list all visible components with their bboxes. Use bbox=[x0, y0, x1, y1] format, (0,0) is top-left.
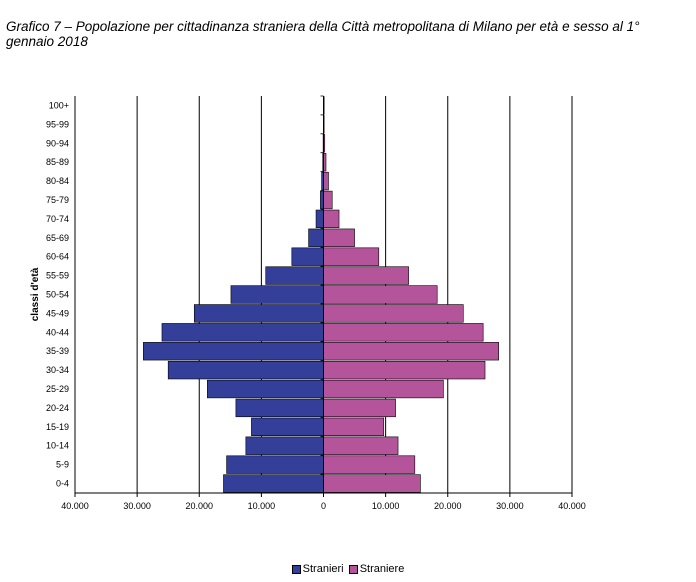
population-pyramid-chart: 40.000 30.000 20.000 10.000 0 10.000 20.000 30.… bbox=[30, 95, 586, 511]
x-tick-label: 40.000 bbox=[558, 501, 586, 511]
bar-female bbox=[323, 342, 499, 361]
bar-male bbox=[230, 285, 324, 304]
bar-male bbox=[235, 398, 324, 418]
bar-male bbox=[291, 247, 324, 266]
bar-male bbox=[226, 455, 324, 474]
y-tick-label: 5-9 bbox=[56, 460, 69, 470]
legend: Stranieri Straniere bbox=[0, 562, 696, 578]
bar-male bbox=[207, 379, 324, 399]
bar-female bbox=[323, 190, 333, 210]
y-tick-label: 85-89 bbox=[46, 157, 69, 167]
y-tick-label: 30-34 bbox=[46, 365, 69, 375]
x-tick-label: 0 bbox=[321, 501, 326, 511]
y-tick-label: 45-49 bbox=[46, 308, 69, 318]
bar-female bbox=[323, 360, 486, 380]
bar-female bbox=[323, 455, 416, 474]
bar-female bbox=[323, 228, 355, 247]
y-tick-label: 40-44 bbox=[46, 327, 69, 337]
bar-female bbox=[323, 304, 464, 323]
legend-label-female: Straniere bbox=[359, 563, 405, 575]
y-tick-label: 55-59 bbox=[46, 271, 69, 281]
y-axis-label: classi d'età bbox=[30, 267, 41, 321]
x-tick-label: 10.000 bbox=[372, 501, 400, 511]
chart-title: Grafico 7 – Popolazione per cittadinanza… bbox=[6, 19, 640, 49]
legend-swatch-male bbox=[291, 564, 301, 574]
y-tick-label: 0-4 bbox=[56, 479, 69, 489]
x-tick-label: 40.000 bbox=[61, 501, 89, 511]
bar-female bbox=[323, 171, 329, 191]
y-tick-label: 95-99 bbox=[46, 119, 69, 129]
bar-female bbox=[323, 398, 396, 418]
y-tick-label: 100+ bbox=[49, 100, 69, 110]
legend-item-female: Straniere bbox=[348, 562, 405, 576]
y-tick-label: 15-19 bbox=[46, 422, 69, 432]
bar-female bbox=[323, 436, 399, 455]
bar-male bbox=[245, 436, 324, 455]
legend-item-male: Stranieri bbox=[291, 562, 344, 576]
bar-female bbox=[323, 247, 380, 266]
y-tick-label: 75-79 bbox=[46, 195, 69, 205]
y-tick-label: 60-64 bbox=[46, 252, 69, 262]
bar-male bbox=[308, 228, 324, 247]
y-tick-label: 70-74 bbox=[46, 214, 69, 224]
bar-female bbox=[323, 474, 421, 493]
bar-male bbox=[143, 342, 324, 361]
bar-female bbox=[323, 266, 409, 285]
y-tick-label: 50-54 bbox=[46, 290, 69, 300]
x-tick-label: 10.000 bbox=[248, 501, 276, 511]
bar-male bbox=[193, 304, 324, 323]
y-tick-label: 25-29 bbox=[46, 384, 69, 394]
bar-male bbox=[251, 417, 324, 436]
bar-female bbox=[323, 209, 340, 229]
x-tick-label: 20.000 bbox=[434, 501, 462, 511]
bar-male bbox=[223, 474, 324, 493]
bar-female bbox=[323, 285, 438, 304]
y-tick-label: 35-39 bbox=[46, 346, 69, 356]
bar-female bbox=[323, 323, 484, 342]
x-tick-label: 30.000 bbox=[123, 501, 151, 511]
bar-female bbox=[323, 417, 385, 436]
bar-male bbox=[167, 360, 324, 380]
y-tick-label: 20-24 bbox=[46, 403, 69, 413]
legend-swatch-female bbox=[348, 564, 358, 574]
y-tick-label: 90-94 bbox=[46, 138, 69, 148]
x-tick-label: 20.000 bbox=[185, 501, 213, 511]
y-tick-label: 65-69 bbox=[46, 233, 69, 243]
bar-female bbox=[323, 379, 444, 399]
legend-label-male: Stranieri bbox=[302, 563, 344, 575]
bar-male bbox=[315, 209, 324, 229]
x-tick-label: 30.000 bbox=[496, 501, 524, 511]
bar-male bbox=[161, 323, 324, 342]
bar-male bbox=[265, 266, 324, 285]
y-tick-label: 10-14 bbox=[46, 441, 69, 451]
y-tick-label: 80-84 bbox=[46, 176, 69, 186]
